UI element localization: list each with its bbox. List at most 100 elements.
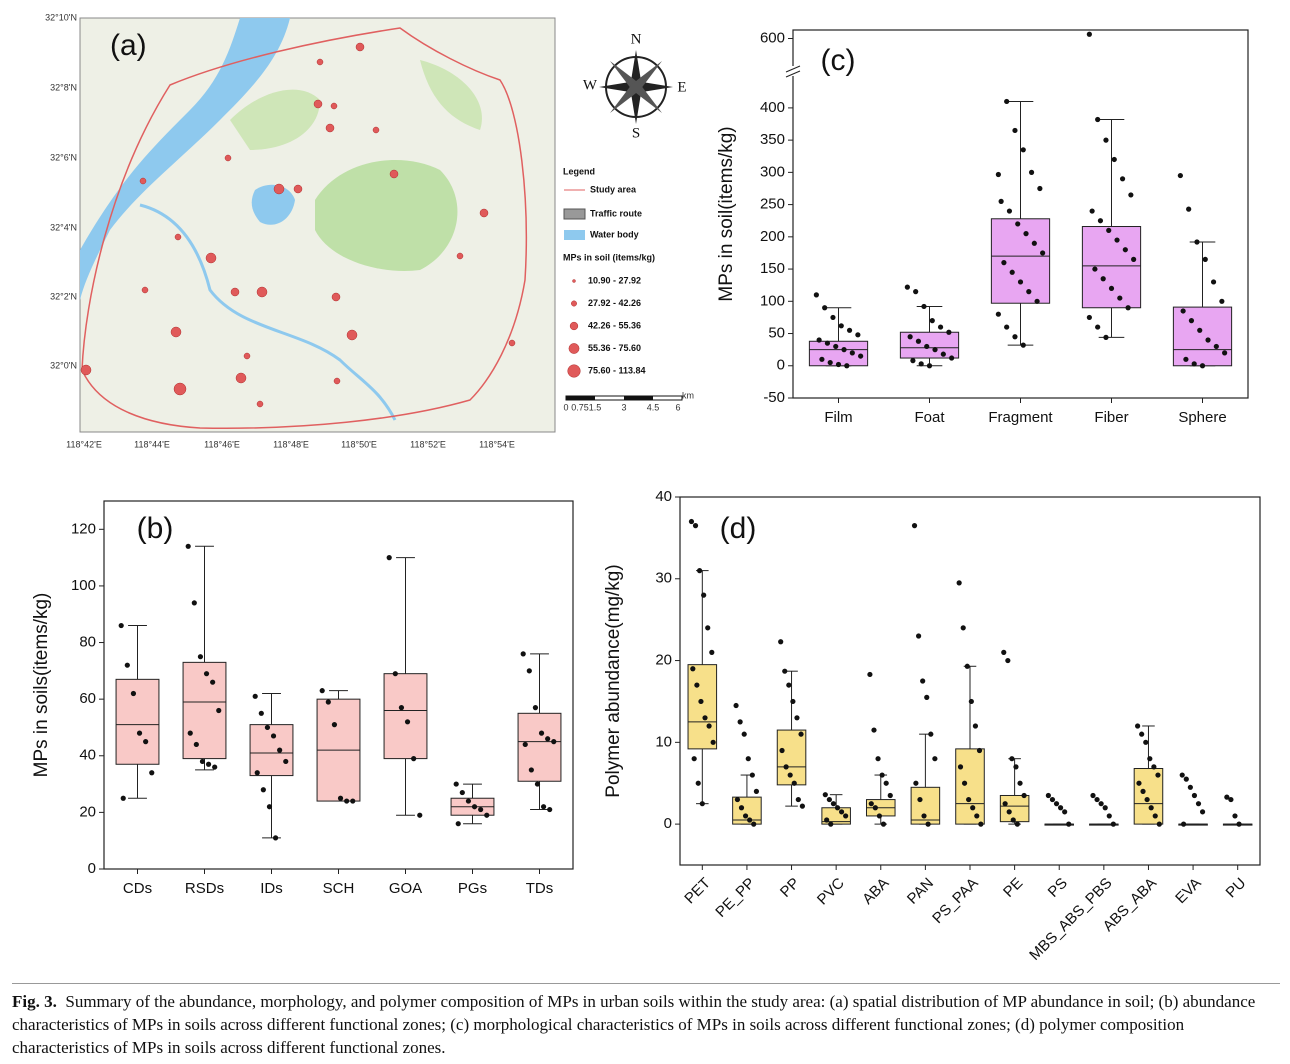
data-point: [538, 730, 545, 736]
data-point: [526, 668, 532, 674]
data-point: [197, 654, 204, 660]
data-point: [1186, 206, 1192, 212]
data-point: [742, 813, 749, 819]
data-point: [910, 358, 916, 364]
data-point: [1143, 739, 1149, 745]
y-tick-label: 20: [655, 652, 672, 669]
box: [687, 664, 718, 750]
lat-label: 32°6'N: [50, 152, 77, 162]
river: [80, 18, 290, 300]
x-tick-label: PAN: [904, 875, 937, 908]
data-point: [534, 781, 541, 787]
data-point: [849, 350, 855, 356]
data-point: [741, 731, 747, 737]
data-point: [819, 356, 825, 362]
data-point: [799, 803, 805, 809]
data-point: [917, 796, 923, 803]
data-point: [695, 780, 701, 786]
data-point: [1004, 324, 1010, 330]
data-point: [1205, 337, 1211, 343]
data-point: [1144, 796, 1150, 803]
y-axis-label: Polymer abundance(mg/kg): [603, 564, 624, 797]
data-point: [1012, 127, 1018, 134]
data-point: [1135, 723, 1141, 729]
y-tick-label: 300: [760, 163, 785, 180]
data-point: [216, 707, 222, 714]
data-point: [737, 719, 743, 725]
data-point: [258, 710, 264, 716]
legend-swatch: [563, 208, 586, 220]
data-point: [1177, 172, 1183, 179]
data-point: [966, 796, 972, 803]
data-point: [1103, 334, 1109, 340]
data-point: [830, 314, 836, 321]
data-point: [830, 801, 837, 807]
caption-label: Fig. 3.: [12, 992, 57, 1011]
legend-item: 42.26 - 55.36: [588, 320, 641, 330]
lake: [251, 184, 295, 225]
data-point: [1224, 794, 1230, 800]
data-point: [995, 311, 1001, 317]
data-point: [1012, 334, 1018, 340]
data-point: [795, 796, 801, 803]
legend-symbol: [572, 279, 576, 283]
data-point: [1102, 805, 1108, 811]
data-point: [872, 805, 878, 811]
y-tick-label: 0: [777, 357, 785, 374]
x-tick-label: PVC: [814, 874, 848, 908]
data-point: [826, 796, 832, 803]
y-tick-label: 60: [79, 690, 96, 707]
data-point: [337, 795, 344, 801]
x-tick-label: SCH: [323, 880, 355, 897]
lon-label: 118°54'E: [479, 439, 515, 449]
data-point: [199, 758, 206, 765]
data-point: [790, 698, 796, 705]
data-point: [1183, 356, 1189, 362]
scale-tick: 0.75: [571, 402, 589, 412]
data-point: [956, 580, 962, 586]
data-point: [528, 767, 534, 773]
legend-swatch: [564, 230, 585, 240]
data-point: [913, 289, 919, 295]
map-legend: Legend Study area Traffic route Water bo…: [563, 166, 694, 412]
data-point: [398, 705, 405, 711]
data-point: [879, 772, 885, 778]
legend-item: Traffic route: [590, 208, 642, 218]
data-point: [940, 351, 946, 357]
data-point: [976, 747, 983, 754]
green-area: [315, 160, 458, 271]
data-point: [1017, 780, 1023, 786]
data-point: [833, 343, 839, 350]
data-point: [925, 821, 931, 827]
data-point: [417, 812, 423, 818]
data-point: [1188, 318, 1195, 324]
box: [1081, 226, 1142, 309]
compass-w: W: [583, 77, 598, 93]
data-point: [970, 805, 976, 811]
legend-item: 75.60 - 113.84: [588, 365, 646, 375]
data-point: [404, 719, 411, 725]
data-point: [1062, 809, 1068, 815]
data-point: [270, 733, 277, 739]
y-tick-label: 200: [760, 228, 785, 245]
scale-bar: [624, 396, 653, 400]
data-point: [1015, 221, 1021, 227]
data-point: [392, 671, 398, 677]
data-point: [824, 817, 830, 823]
x-tick-label: Film: [824, 409, 852, 426]
caption-text: Summary of the abundance, morphology, an…: [12, 992, 1256, 1057]
data-point: [844, 363, 850, 369]
data-point: [1005, 657, 1011, 664]
data-point: [734, 796, 741, 803]
data-point: [1117, 295, 1123, 301]
data-point: [283, 758, 289, 765]
data-point: [745, 756, 751, 762]
data-point: [916, 633, 922, 639]
y-tick-label: 30: [655, 570, 672, 587]
data-point: [350, 798, 356, 804]
box: [990, 218, 1051, 304]
data-point: [926, 363, 933, 369]
x-tick-label: Sphere: [1178, 409, 1226, 426]
data-point: [478, 806, 484, 813]
